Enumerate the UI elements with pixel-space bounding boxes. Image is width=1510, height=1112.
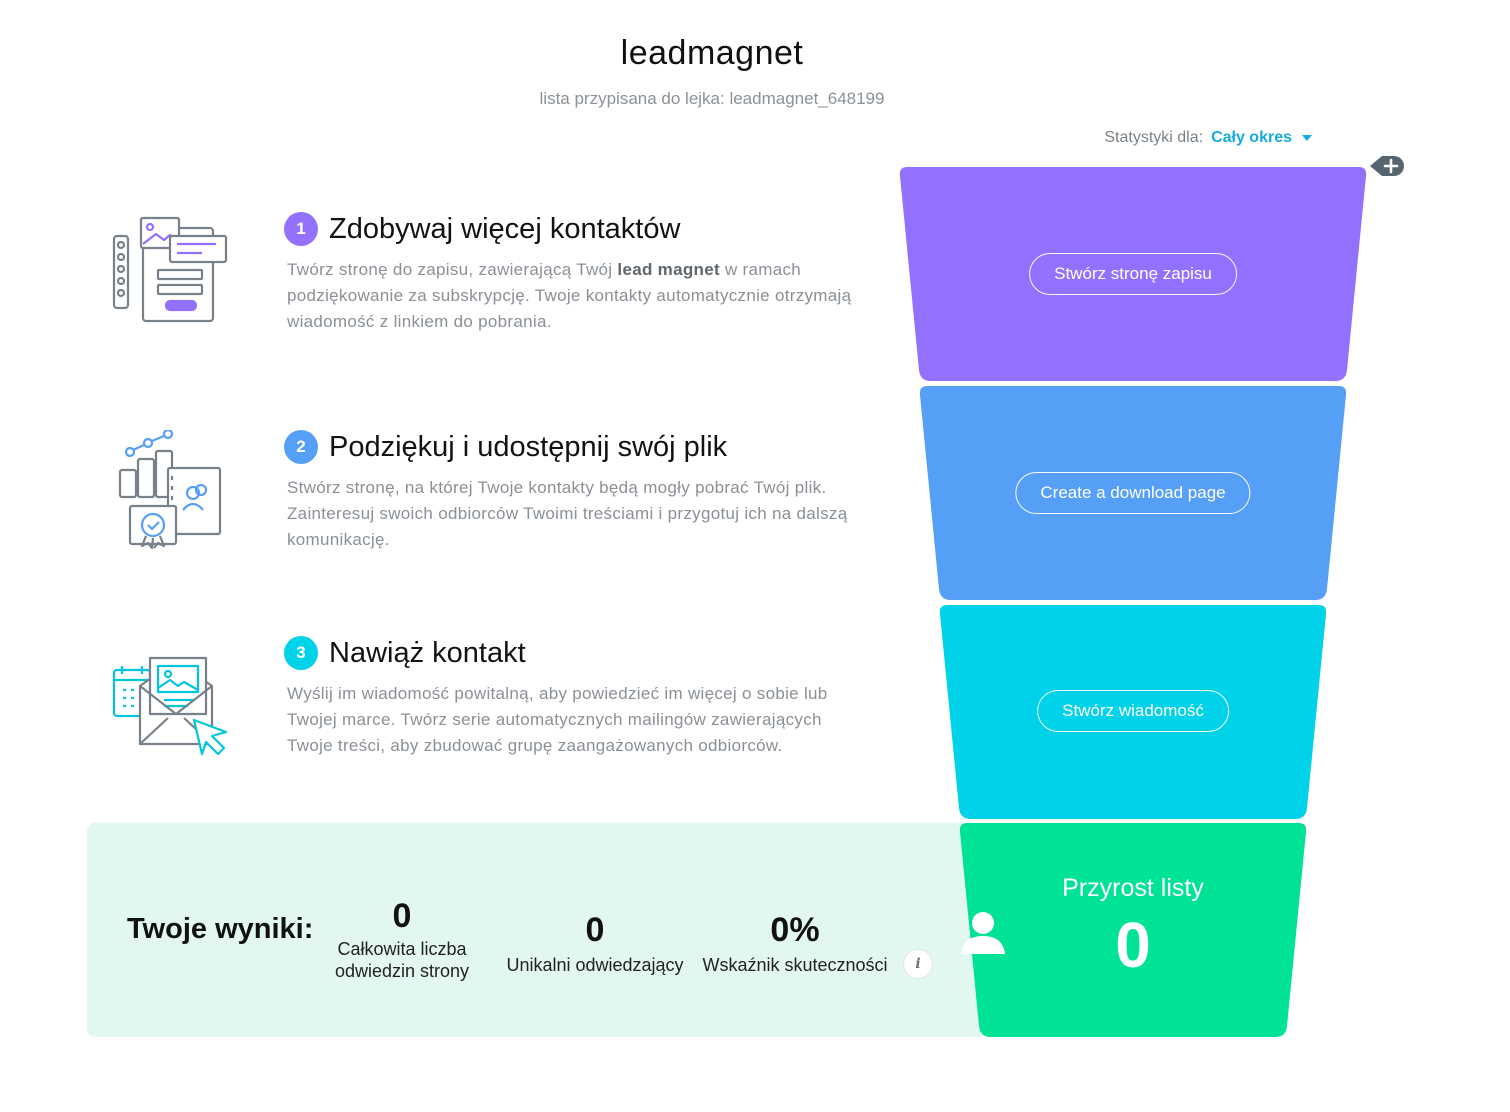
period-value: Cały okres (1211, 129, 1292, 146)
step-heading: Podziękuj i udostępnij swój plik (329, 431, 728, 463)
step-heading: Zdobywaj więcej kontaktów (329, 213, 681, 245)
funnel-stage-shape (939, 605, 1327, 819)
caret-down-icon (1302, 135, 1312, 141)
page-title: leadmagnet (620, 34, 804, 72)
create-message-button[interactable]: Stwórz wiadomość (1037, 690, 1229, 732)
funnel-stage-3: Stwórz wiadomość (939, 604, 1327, 820)
page-subtitle: lista przypisana do lejka: leadmagnet_64… (539, 89, 885, 108)
step-number: 1 (284, 212, 318, 246)
period-dropdown[interactable]: Cały okres (1211, 129, 1312, 147)
step-description: Stwórz stronę, na której Twoje kontakty … (287, 478, 848, 549)
step-description: Twórz stronę do zapisu, zawierającą Twój… (287, 260, 852, 331)
step-number: 3 (284, 636, 318, 670)
metric-success-rate: 0% Wskaźnik skuteczności (695, 911, 895, 976)
funnel-stage-list-growth: Przyrost listy 0 (959, 822, 1307, 1038)
funnel-stage-2: Create a download page (919, 385, 1347, 601)
step-description: Wyślij im wiadomość powitalną, aby powie… (287, 684, 828, 755)
info-icon[interactable]: i (903, 949, 933, 979)
results-label: Twoje wyniki: (127, 913, 314, 945)
metric-value: 0 (585, 911, 605, 949)
step-number: 2 (284, 430, 318, 464)
stats-period-selector: Statystyki dla: Cały okres (1104, 129, 1312, 147)
list-growth-value-row: 0 (959, 908, 1307, 982)
metric-unique-visitors: 0 Unikalni odwiedzający (495, 911, 695, 976)
signup-form-icon (110, 212, 230, 332)
results-panel: Twoje wyniki: 0 Całkowita liczba odwiedzi… (87, 823, 987, 1037)
metric-caption: Unikalni odwiedzający (506, 955, 684, 975)
plus-icon (1370, 156, 1404, 176)
funnel-stage-1: Stwórz stronę zapisu (899, 166, 1367, 382)
funnel-stage-shape (919, 386, 1347, 600)
list-growth-title: Przyrost listy (1062, 874, 1204, 902)
user-icon (961, 912, 1005, 954)
create-download-page-button[interactable]: Create a download page (1015, 472, 1251, 514)
metric-total-visits: 0 Całkowita liczba odwiedzin strony (317, 897, 487, 982)
metric-caption: Wskaźnik skuteczności (702, 955, 888, 975)
list-growth-value: 0 (1115, 909, 1151, 981)
step-description-bold: lead magnet (617, 260, 720, 279)
metric-value: 0% (770, 911, 820, 949)
metric-value: 0 (392, 897, 412, 935)
add-funnel-step-button[interactable] (1368, 150, 1408, 182)
stats-label: Statystyki dla: (1104, 129, 1204, 146)
step-heading: Nawiąż kontakt (329, 637, 526, 669)
funnel-stage-shape (959, 823, 1307, 1037)
metric-caption: Całkowita liczba odwiedzin strony (334, 939, 470, 981)
download-content-icon (110, 428, 230, 550)
email-envelope-icon (110, 636, 230, 756)
funnel-stage-shape (899, 167, 1367, 381)
create-signup-page-button[interactable]: Stwórz stronę zapisu (1029, 253, 1237, 295)
